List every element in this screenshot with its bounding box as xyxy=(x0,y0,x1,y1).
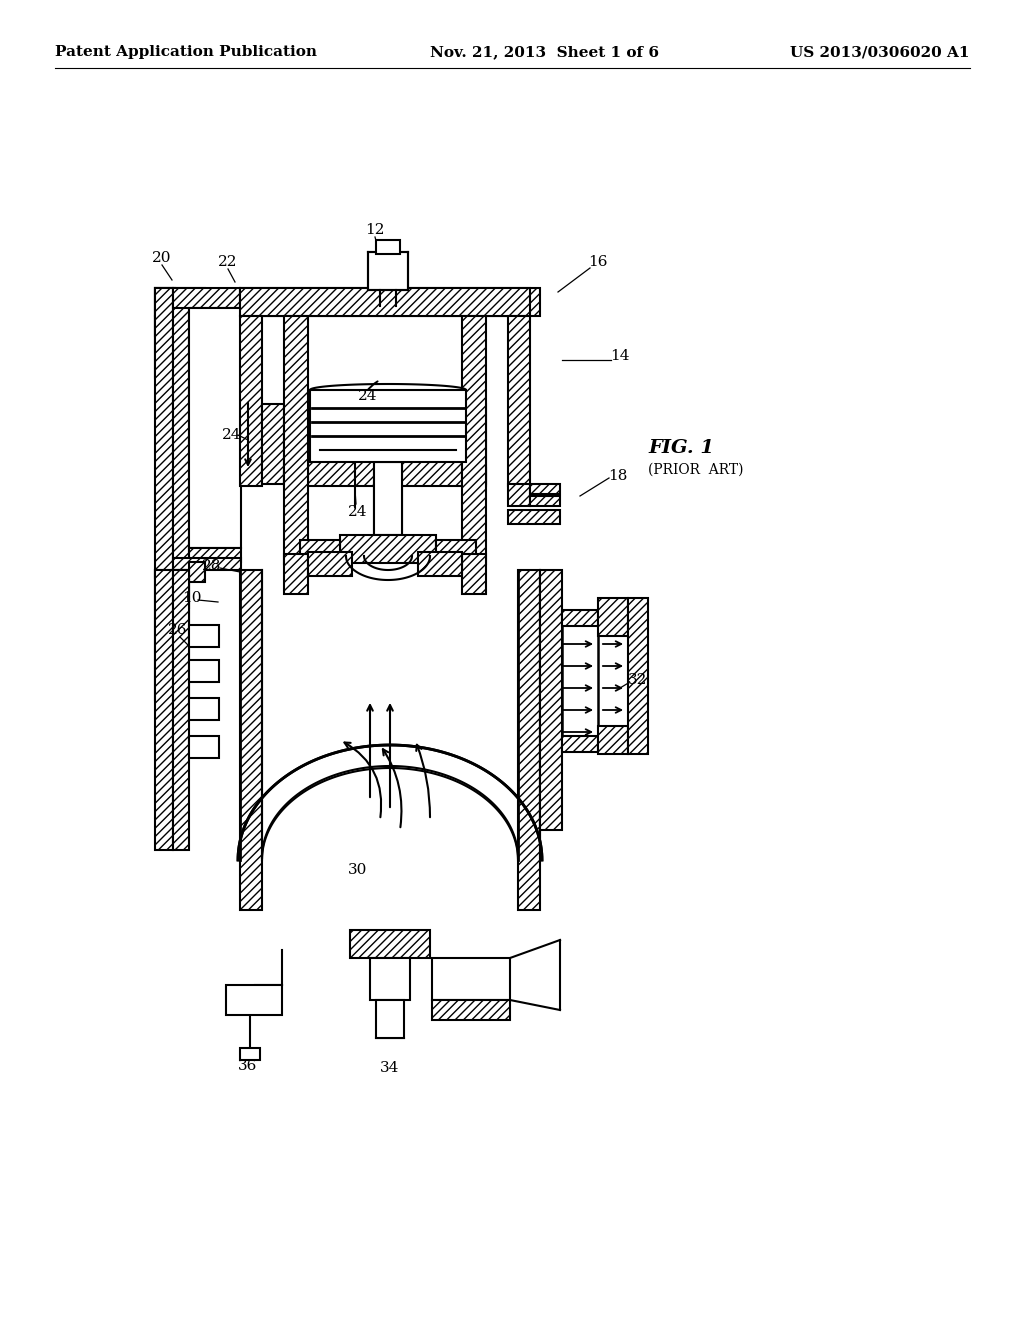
Text: Patent Application Publication: Patent Application Publication xyxy=(55,45,317,59)
Polygon shape xyxy=(598,726,628,754)
Polygon shape xyxy=(173,304,189,562)
Text: FIG. 1: FIG. 1 xyxy=(648,440,714,457)
Polygon shape xyxy=(284,469,308,486)
Polygon shape xyxy=(155,288,173,578)
Polygon shape xyxy=(370,958,410,1001)
Text: 26: 26 xyxy=(168,623,187,638)
Polygon shape xyxy=(598,598,628,636)
Polygon shape xyxy=(189,308,241,548)
Polygon shape xyxy=(155,570,173,850)
Polygon shape xyxy=(189,548,241,562)
Polygon shape xyxy=(462,554,486,594)
Text: 24: 24 xyxy=(348,506,368,519)
Polygon shape xyxy=(462,469,486,486)
Polygon shape xyxy=(155,288,175,378)
Text: 24: 24 xyxy=(222,428,242,442)
Polygon shape xyxy=(418,552,462,576)
Polygon shape xyxy=(508,315,530,486)
Text: 12: 12 xyxy=(366,223,385,238)
Polygon shape xyxy=(518,570,540,909)
Polygon shape xyxy=(530,484,560,494)
Polygon shape xyxy=(189,737,219,758)
Text: US 2013/0306020 A1: US 2013/0306020 A1 xyxy=(791,45,970,59)
Polygon shape xyxy=(240,570,262,909)
Text: 10: 10 xyxy=(182,591,202,605)
Polygon shape xyxy=(562,610,598,626)
Polygon shape xyxy=(530,496,560,506)
Polygon shape xyxy=(462,315,486,564)
Polygon shape xyxy=(540,570,562,830)
Polygon shape xyxy=(432,1001,510,1020)
Text: Nov. 21, 2013  Sheet 1 of 6: Nov. 21, 2013 Sheet 1 of 6 xyxy=(430,45,659,59)
Polygon shape xyxy=(308,459,462,486)
Polygon shape xyxy=(376,240,400,253)
Text: 20: 20 xyxy=(153,251,172,265)
Polygon shape xyxy=(240,1048,260,1060)
Polygon shape xyxy=(508,484,530,506)
Polygon shape xyxy=(284,315,308,564)
Polygon shape xyxy=(350,931,430,958)
Text: 28: 28 xyxy=(203,558,221,573)
Polygon shape xyxy=(189,562,205,582)
Polygon shape xyxy=(173,570,189,609)
Text: 32: 32 xyxy=(629,673,648,686)
Polygon shape xyxy=(155,315,205,337)
Text: 36: 36 xyxy=(239,1059,258,1073)
Polygon shape xyxy=(628,598,648,754)
Text: 14: 14 xyxy=(610,348,630,363)
Polygon shape xyxy=(310,389,466,462)
Text: 18: 18 xyxy=(608,469,628,483)
Polygon shape xyxy=(308,552,352,576)
Polygon shape xyxy=(376,1001,404,1038)
Polygon shape xyxy=(155,288,205,315)
Polygon shape xyxy=(240,288,530,315)
Polygon shape xyxy=(189,660,219,682)
Polygon shape xyxy=(508,510,560,524)
Polygon shape xyxy=(240,288,540,315)
Polygon shape xyxy=(173,570,189,850)
Polygon shape xyxy=(368,252,408,290)
Polygon shape xyxy=(189,698,219,719)
Text: 16: 16 xyxy=(588,255,608,269)
Polygon shape xyxy=(155,570,173,700)
Polygon shape xyxy=(464,404,486,484)
Polygon shape xyxy=(432,958,510,1001)
Text: 24: 24 xyxy=(358,389,378,403)
Polygon shape xyxy=(300,540,340,560)
Polygon shape xyxy=(374,462,402,535)
Polygon shape xyxy=(262,404,284,484)
Polygon shape xyxy=(284,554,308,594)
Text: 30: 30 xyxy=(348,863,368,876)
Polygon shape xyxy=(340,535,436,564)
Text: 34: 34 xyxy=(380,1061,399,1074)
Polygon shape xyxy=(173,558,241,570)
Polygon shape xyxy=(189,624,219,647)
Polygon shape xyxy=(173,579,189,700)
Polygon shape xyxy=(226,985,282,1015)
Polygon shape xyxy=(240,315,262,486)
Polygon shape xyxy=(173,288,240,308)
Polygon shape xyxy=(436,540,476,560)
Polygon shape xyxy=(562,620,598,741)
Polygon shape xyxy=(562,737,598,752)
Text: 22: 22 xyxy=(218,255,238,269)
Text: (PRIOR  ART): (PRIOR ART) xyxy=(648,463,743,477)
